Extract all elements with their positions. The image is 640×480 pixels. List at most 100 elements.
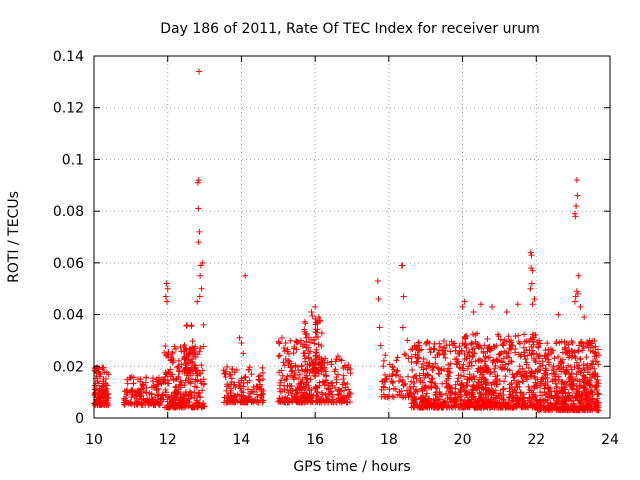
- data-point: [399, 262, 406, 269]
- data-point: [133, 401, 140, 408]
- data-point: [589, 389, 596, 396]
- data-point: [432, 383, 439, 390]
- data-point: [195, 177, 202, 184]
- data-point: [436, 340, 443, 347]
- data-point: [573, 202, 580, 209]
- data-point: [588, 374, 595, 381]
- data-point: [572, 293, 579, 300]
- data-point: [585, 402, 592, 409]
- data-point: [468, 375, 475, 382]
- data-point: [382, 352, 389, 359]
- data-point: [142, 374, 149, 381]
- data-point: [239, 395, 246, 402]
- data-point: [538, 376, 545, 383]
- data-point: [514, 301, 521, 308]
- data-point: [255, 376, 262, 383]
- y-tick-label: 0.14: [53, 49, 84, 65]
- data-point: [584, 369, 591, 376]
- data-point: [454, 394, 461, 401]
- y-tick-label: 0.06: [53, 256, 84, 272]
- data-point: [478, 301, 484, 308]
- data-point: [196, 370, 203, 377]
- data-point: [518, 396, 525, 403]
- data-point: [347, 365, 354, 372]
- data-point: [122, 397, 129, 404]
- y-tick-label: 0.02: [53, 359, 84, 375]
- data-point: [528, 351, 535, 358]
- data-point: [286, 350, 293, 357]
- data-point: [451, 390, 458, 397]
- data-point: [446, 365, 453, 372]
- data-point: [571, 349, 578, 356]
- data-point: [520, 378, 527, 385]
- data-point: [466, 359, 473, 366]
- data-point: [103, 392, 110, 399]
- data-point: [522, 400, 529, 407]
- data-point: [465, 397, 472, 404]
- data-point: [200, 321, 207, 328]
- data-point: [521, 338, 528, 345]
- data-point: [224, 363, 231, 370]
- data-point: [101, 369, 108, 376]
- data-point: [196, 228, 203, 235]
- data-point: [529, 267, 536, 274]
- data-point: [481, 358, 488, 365]
- data-point: [482, 362, 489, 369]
- data-point: [580, 372, 587, 379]
- data-point: [277, 388, 284, 395]
- data-point: [306, 369, 313, 376]
- data-point: [302, 385, 309, 392]
- data-point: [195, 239, 202, 246]
- data-point: [500, 392, 507, 399]
- data-point: [309, 312, 316, 319]
- data-point: [577, 404, 584, 411]
- data-point: [169, 349, 176, 356]
- data-point: [164, 351, 171, 358]
- data-point: [529, 301, 536, 308]
- data-point: [177, 402, 184, 409]
- data-point: [474, 341, 481, 348]
- data-point: [548, 392, 555, 399]
- y-tick-label: 0.1: [62, 152, 84, 168]
- data-point: [276, 369, 283, 376]
- data-point: [139, 382, 146, 389]
- data-point: [528, 350, 535, 357]
- data-point: [236, 382, 243, 389]
- data-point: [470, 393, 477, 400]
- data-point: [447, 360, 454, 367]
- data-point: [380, 391, 387, 398]
- data-point: [194, 377, 201, 384]
- data-point: [576, 397, 583, 404]
- data-point: [474, 368, 481, 375]
- data-point: [499, 341, 506, 348]
- data-point: [380, 363, 387, 370]
- data-point: [163, 298, 170, 305]
- data-point: [156, 401, 163, 408]
- data-point: [344, 392, 351, 399]
- data-point: [543, 391, 550, 398]
- data-point: [124, 380, 131, 387]
- data-point: [162, 293, 169, 300]
- data-point: [560, 356, 567, 363]
- data-point: [227, 389, 234, 396]
- data-point: [312, 328, 319, 335]
- data-point: [497, 351, 504, 358]
- data-point: [528, 398, 535, 405]
- data-point: [397, 373, 404, 380]
- data-point: [313, 398, 320, 405]
- data-point: [413, 375, 420, 382]
- data-point: [100, 384, 107, 391]
- data-point: [429, 364, 436, 371]
- data-point: [436, 370, 443, 377]
- data-point: [444, 384, 451, 391]
- y-tick-labels: 0 0.02 0.04 0.06 0.08 0.1 0.12 0.14: [53, 49, 84, 427]
- data-point: [245, 366, 252, 373]
- data-point: [399, 377, 406, 384]
- data-point: [303, 379, 310, 386]
- data-point: [163, 352, 170, 359]
- data-point: [308, 398, 315, 405]
- data-point: [480, 369, 487, 376]
- data-point: [380, 383, 387, 390]
- data-point: [477, 404, 484, 411]
- data-point: [534, 406, 541, 413]
